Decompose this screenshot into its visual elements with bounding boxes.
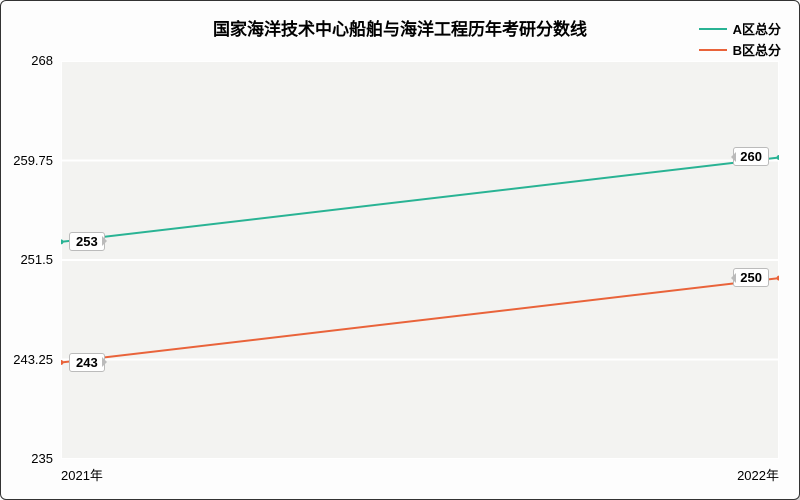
chart-title: 国家海洋技术中心船舶与海洋工程历年考研分数线	[1, 15, 799, 40]
x-tick-label: 2022年	[737, 465, 779, 484]
plot-area	[61, 61, 779, 459]
legend-item-b: B区总分	[699, 40, 781, 59]
chart-container: 国家海洋技术中心船舶与海洋工程历年考研分数线 A区总分 B区总分 235 243.…	[0, 0, 800, 500]
y-tick-label: 268	[1, 53, 53, 68]
legend: A区总分 B区总分	[699, 19, 781, 61]
value-label: 253	[69, 232, 105, 251]
x-tick-label: 2021年	[61, 465, 103, 484]
y-tick-label: 259.75	[1, 153, 53, 168]
legend-item-a: A区总分	[699, 19, 781, 38]
y-tick-label: 243.25	[1, 352, 53, 367]
legend-swatch-a	[699, 28, 727, 30]
value-label: 260	[733, 147, 769, 166]
y-tick-label: 235	[1, 451, 53, 466]
legend-swatch-b	[699, 49, 727, 51]
value-label: 250	[733, 268, 769, 287]
legend-label-a: A区总分	[733, 19, 781, 38]
legend-label-b: B区总分	[733, 40, 781, 59]
y-tick-label: 251.5	[1, 252, 53, 267]
value-label: 243	[69, 353, 105, 372]
